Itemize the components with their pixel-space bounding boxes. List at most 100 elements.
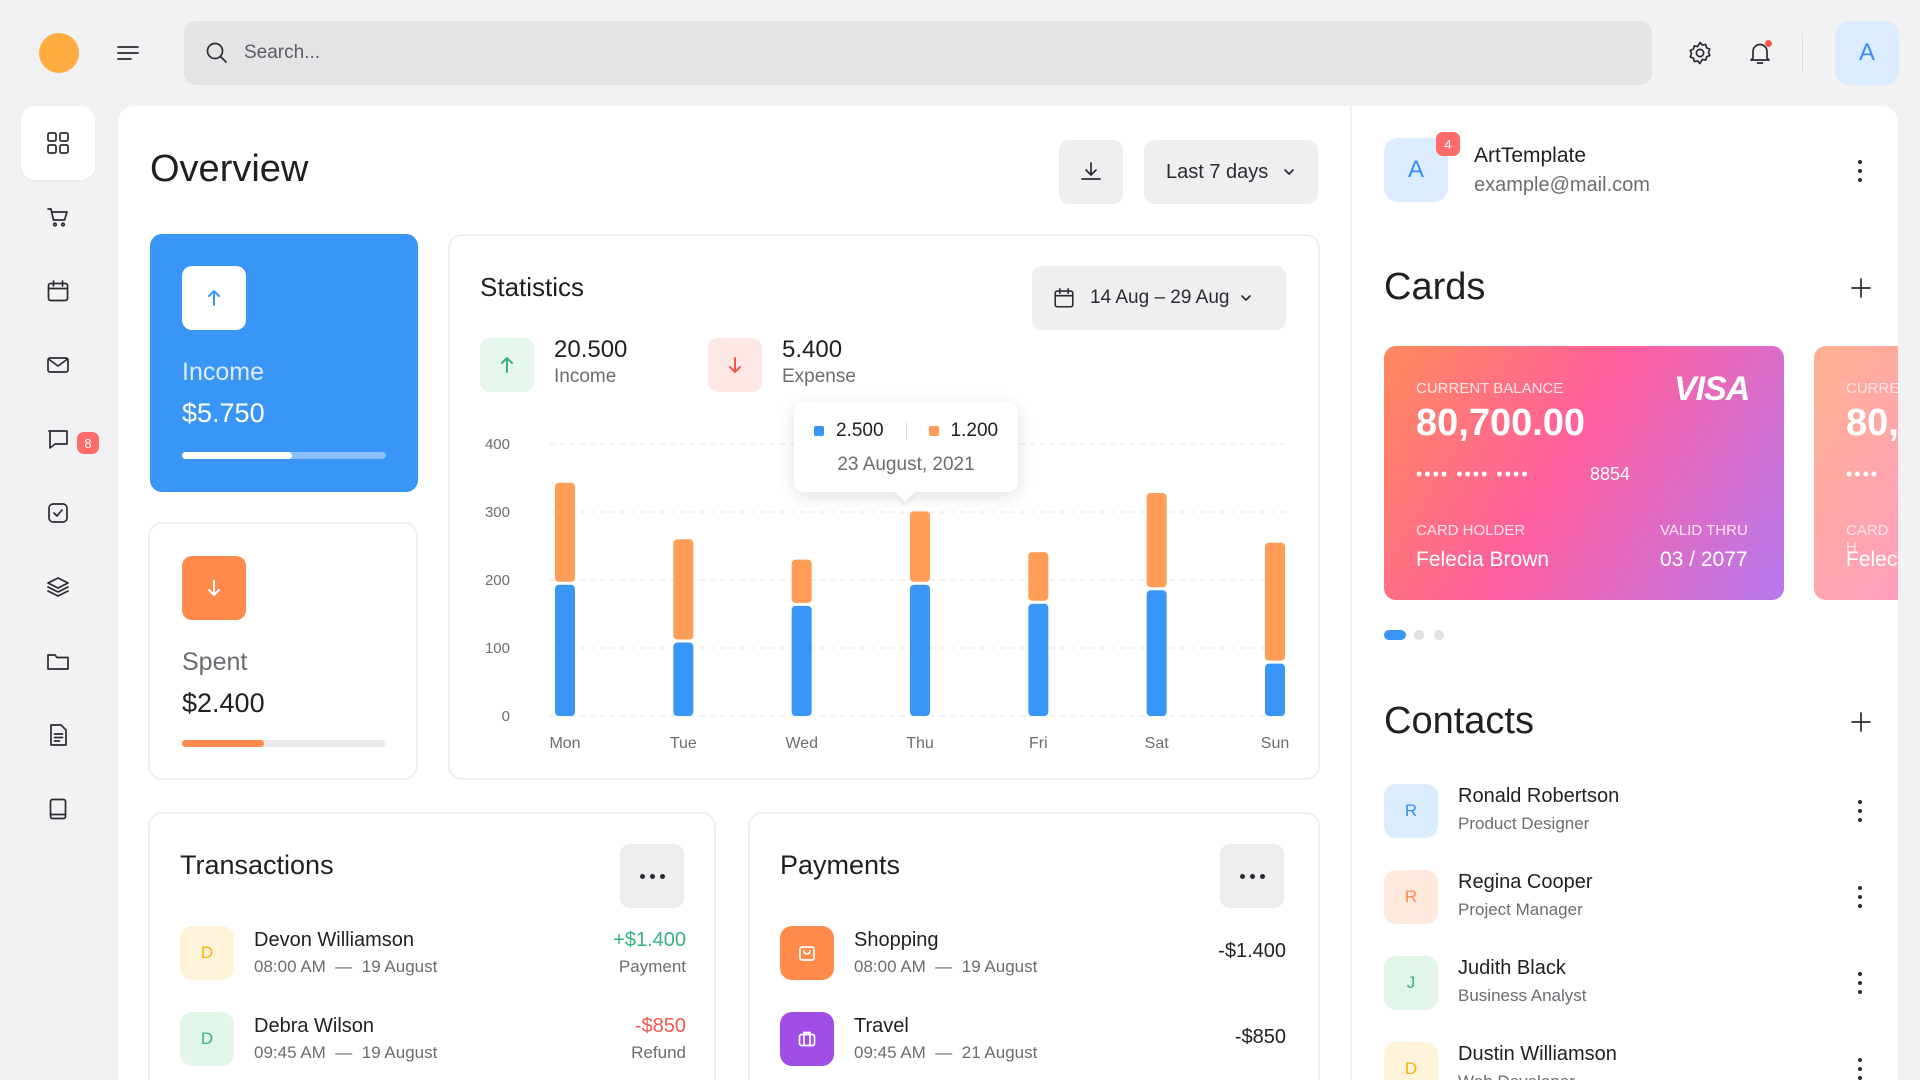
sidebar-item-chat[interactable]	[21, 402, 95, 476]
kebab-dot	[1858, 981, 1862, 985]
kebab-dot	[1858, 809, 1862, 813]
sidebar-item-calendar[interactable]	[21, 254, 95, 328]
kebab-dot	[1858, 895, 1862, 899]
y-tick-label: 0	[502, 708, 510, 725]
download-icon	[1078, 159, 1104, 185]
profile-kebab-menu-icon[interactable]	[1850, 156, 1870, 186]
sidebar-item-dashboard[interactable]	[21, 106, 95, 180]
payment-icon-box	[780, 926, 834, 980]
contact-name: Regina Cooper	[1458, 871, 1593, 893]
page-title: Overview	[150, 148, 309, 190]
expense-legend-square	[928, 426, 939, 436]
download-button[interactable]	[1059, 140, 1123, 204]
spent-card[interactable]: Spent $2.400	[148, 522, 418, 780]
kebab-dot	[1858, 972, 1862, 976]
tooltip-date: 23 August, 2021	[837, 454, 975, 475]
sidebar-item-shop[interactable]	[21, 180, 95, 254]
contact-row[interactable]: J Judith Black Business Analyst	[1384, 956, 1874, 1012]
contact-kebab-menu-icon[interactable]	[1850, 796, 1870, 826]
tooltip-expense-value: 1.200	[950, 420, 999, 441]
carousel-dot-active[interactable]	[1384, 630, 1406, 640]
contact-role: Web Developer	[1458, 1072, 1575, 1080]
profile-name: ArtTemplate	[1474, 144, 1587, 167]
x-tick-label: Mon	[549, 735, 580, 752]
y-tick-label: 300	[485, 504, 510, 521]
sidebar-item-documents[interactable]	[21, 698, 95, 772]
contact-kebab-menu-icon[interactable]	[1850, 1054, 1870, 1080]
transactions-more-button[interactable]	[620, 844, 684, 908]
bank-card-next[interactable]: CURRE 80, •••• CARD H Felec	[1814, 346, 1898, 600]
transaction-name: Debra Wilson	[254, 1015, 375, 1037]
transaction-date: 19 August	[361, 957, 438, 976]
contact-role: Project Manager	[1458, 900, 1583, 919]
bar-segment	[1028, 603, 1049, 716]
contact-row[interactable]: R Ronald Robertson Product Designer	[1384, 784, 1874, 840]
payments-more-button[interactable]	[1220, 844, 1284, 908]
expense-kpi-label: Expense	[782, 366, 856, 387]
settings-gear-icon[interactable]	[1686, 39, 1714, 67]
carousel-dot[interactable]	[1414, 630, 1424, 640]
bar-segment	[1146, 590, 1167, 716]
sidebar-item-layers[interactable]	[21, 550, 95, 624]
arrow-down-icon	[729, 357, 741, 373]
income-kpi-label: Income	[554, 366, 617, 387]
right-panel: A 4 ArtTemplate example@mail.com Cards C…	[1352, 106, 1898, 1080]
date-range-picker[interactable]: 14 Aug – 29 Aug	[1032, 266, 1286, 330]
card-balance-label: CURRE	[1846, 380, 1898, 397]
search-bar[interactable]	[184, 21, 1652, 85]
contact-avatar: R	[1384, 870, 1438, 924]
bank-card[interactable]: CURRENT BALANCE 80,700.00 VISA •••• ••••…	[1384, 346, 1784, 600]
sidebar-item-mail[interactable]	[21, 328, 95, 402]
arrow-down-icon	[208, 580, 220, 596]
contact-kebab-menu-icon[interactable]	[1850, 882, 1870, 912]
income-card[interactable]: Income $5.750	[150, 234, 418, 492]
bar-segment	[910, 584, 930, 716]
payment-date: 19 August	[961, 957, 1038, 976]
add-card-plus-icon[interactable]	[1849, 276, 1873, 300]
profile-avatar[interactable]: A	[1384, 138, 1448, 202]
contact-kebab-menu-icon[interactable]	[1850, 968, 1870, 998]
visa-logo: VISA	[1674, 370, 1750, 408]
user-avatar[interactable]: A	[1835, 21, 1899, 85]
search-input[interactable]	[244, 42, 1544, 64]
add-contact-plus-icon[interactable]	[1849, 710, 1873, 734]
sidebar-item-tasks[interactable]	[21, 476, 95, 550]
card-holder-label: CARD HOLDER	[1416, 522, 1526, 539]
hamburger-menu-icon[interactable]	[114, 40, 142, 66]
payment-amount: -$850	[1234, 1026, 1286, 1048]
contacts-title: Contacts	[1384, 700, 1534, 742]
bar-segment	[673, 642, 694, 716]
payment-row[interactable]: Travel 09:45 AM — 21 August -$850	[780, 1012, 1286, 1068]
main-panel: Overview Last 7 days Income $5.750 Spent…	[118, 106, 1350, 1080]
contact-row[interactable]: R Regina Cooper Project Manager	[1384, 870, 1874, 926]
period-dropdown[interactable]: Last 7 days	[1144, 140, 1318, 204]
payment-date: 21 August	[961, 1043, 1038, 1062]
transaction-time: 09:45 AM	[254, 1043, 326, 1062]
payment-amount: -$1.400	[1218, 940, 1286, 962]
transactions-card: Transactions D Devon Williamson 08:00 AM…	[148, 812, 716, 1080]
transaction-row[interactable]: D Devon Williamson 08:00 AM — 19 August …	[180, 926, 686, 982]
payment-row[interactable]: Shopping 08:00 AM — 19 August -$1.400	[780, 926, 1286, 982]
carousel-dot[interactable]	[1434, 630, 1444, 640]
sidebar-item-files[interactable]	[21, 624, 95, 698]
notification-bell-icon[interactable]	[1746, 39, 1774, 67]
bar-segment	[1265, 542, 1285, 661]
grid-icon	[45, 130, 71, 156]
payments-card: Payments Shopping 08:00 AM — 19 August -…	[748, 812, 1320, 1080]
contact-row[interactable]: D Dustin Williamson Web Developer	[1384, 1042, 1874, 1080]
x-tick-label: Tue	[670, 735, 697, 752]
contact-avatar: R	[1384, 784, 1438, 838]
more-dot	[1249, 873, 1255, 879]
bar-segment	[791, 605, 812, 716]
divider	[1802, 33, 1803, 73]
document-icon	[45, 722, 71, 748]
income-legend-square	[814, 426, 824, 436]
kebab-dot	[1858, 169, 1862, 173]
mail-badge: 8	[77, 432, 99, 454]
logo[interactable]	[39, 33, 79, 73]
expense-kpi-value: 5.400	[782, 336, 843, 363]
mail-icon	[45, 352, 71, 378]
sidebar-item-library[interactable]	[21, 772, 95, 846]
income-label: Income	[182, 358, 264, 386]
transaction-row[interactable]: D Debra Wilson 09:45 AM — 19 August -$85…	[180, 1012, 686, 1068]
